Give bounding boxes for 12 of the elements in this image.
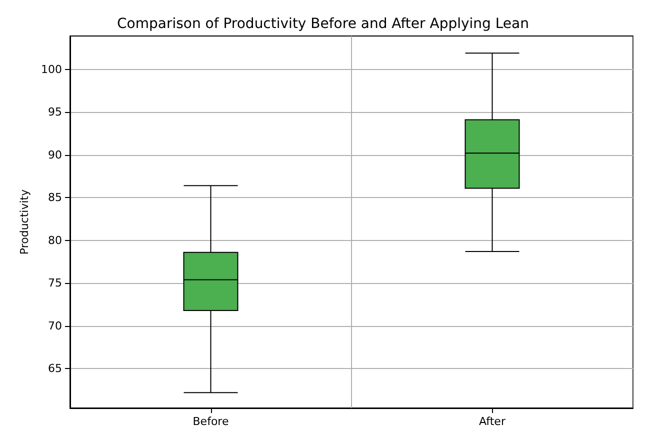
y-tick-label: 90 (48, 148, 62, 162)
x-tick-label: After (479, 415, 506, 428)
y-tick-label: 85 (48, 191, 62, 204)
y-tick-label: 65 (48, 362, 62, 376)
y-axis-title: Productivity (18, 188, 31, 255)
y-tick-label: 100 (41, 62, 62, 76)
y-tick-label: 80 (48, 234, 62, 247)
y-tick-label: 95 (48, 106, 62, 119)
chart-title: Comparison of Productivity Before and After Applying Lean (117, 16, 529, 32)
y-tick-label: 70 (48, 319, 62, 332)
y-tick-label: 75 (48, 276, 62, 290)
x-tick-label: Before (192, 415, 229, 428)
